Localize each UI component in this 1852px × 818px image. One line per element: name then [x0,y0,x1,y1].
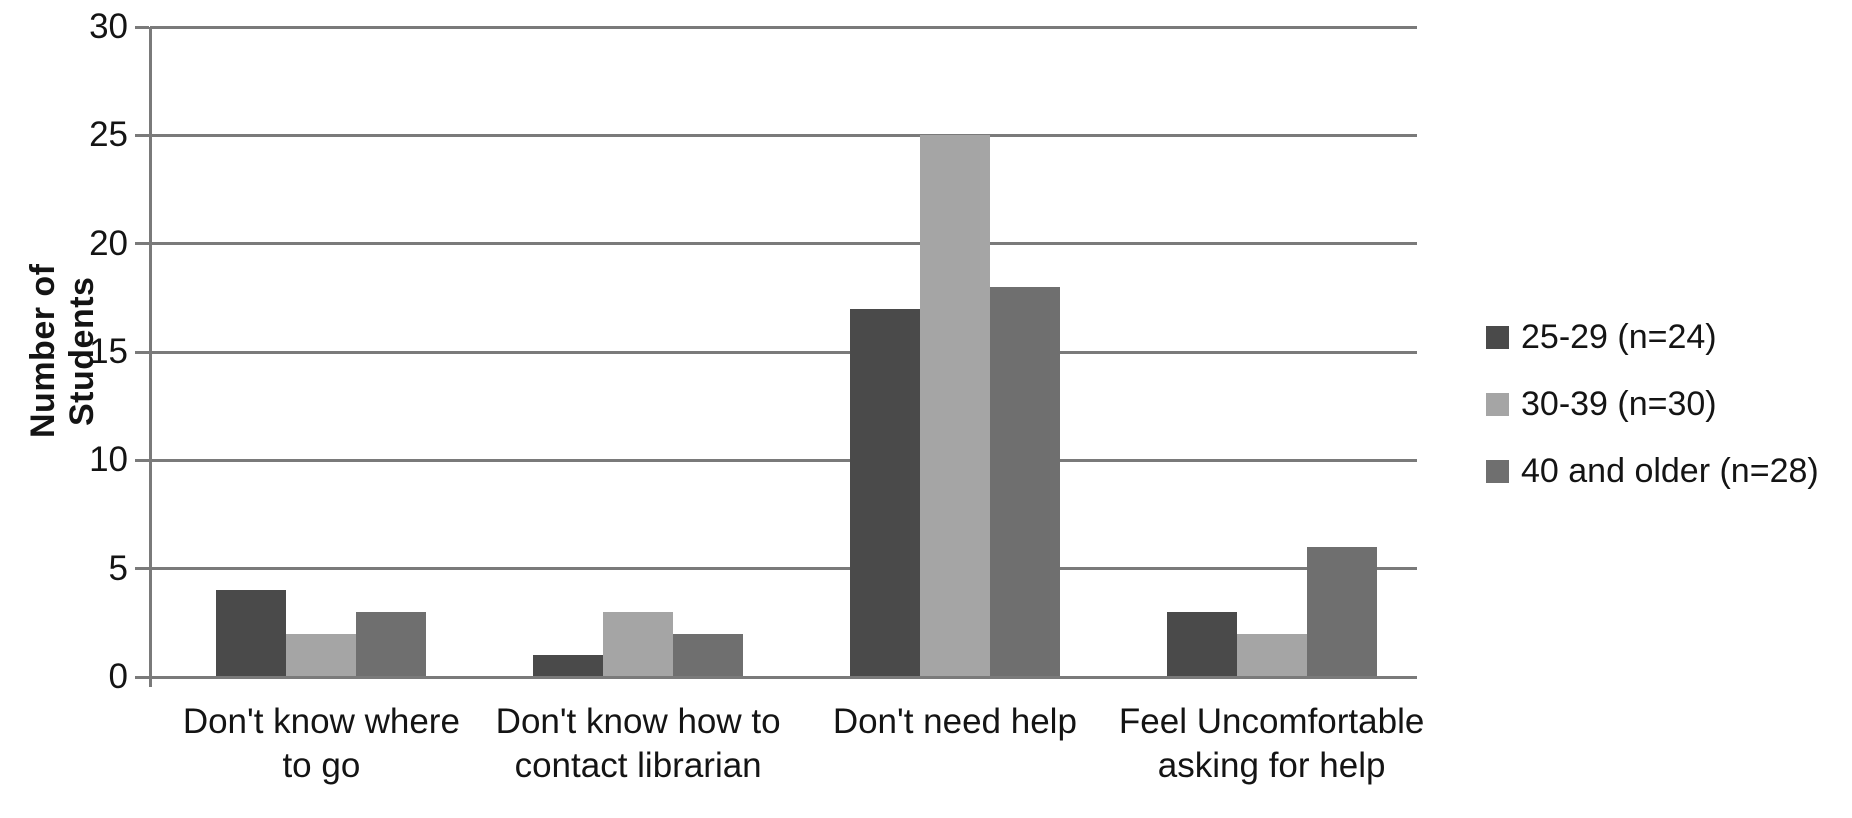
gridline [150,133,1417,137]
y-tick-label: 5 [108,548,128,588]
bar-series2-cat1 [286,633,357,677]
y-tick-mark [135,242,149,246]
y-tick-label: 0 [108,657,128,696]
y-tick-label: 20 [89,223,128,263]
x-category-label: Feel Uncomfortable asking for help [1118,702,1425,785]
legend-label: 30-39 (n=30) [1521,384,1717,423]
legend-item: 30-39 (n=30) [1486,385,1717,423]
legend-item: 40 and older (n=28) [1486,452,1819,490]
bar-series1-cat1 [216,590,287,677]
legend-color-swatch [1486,392,1509,416]
bar-series3-cat3 [989,287,1060,677]
y-axis-line [148,27,152,687]
bar-series3-cat1 [356,612,427,677]
gridline [150,25,1417,29]
x-category-label: Don't know how to contact librarian [495,702,781,785]
gridline [150,350,1417,354]
bar-series1-cat2 [533,655,604,677]
legend-item: 25-29 (n=24) [1486,318,1717,356]
legend-color-swatch [1486,325,1509,349]
bar-series1-cat3 [849,308,920,677]
y-tick-label: 15 [89,332,128,371]
gridline [150,567,1417,571]
legend-label: 25-29 (n=24) [1521,317,1717,356]
x-category-label: Don't need help [832,702,1077,741]
bar-series1-cat4 [1166,612,1237,677]
gridline [150,242,1417,246]
bar-series3-cat4 [1306,547,1377,677]
y-tick-mark [135,675,149,679]
y-tick-mark [135,350,149,354]
bar-series2-cat3 [919,135,990,677]
y-tick-label: 10 [89,440,128,480]
legend-label: 40 and older (n=28) [1521,451,1819,490]
gridline [150,458,1417,462]
bar-series3-cat2 [673,633,744,677]
y-tick-label: 25 [89,115,128,155]
x-category-label: Don't know where to go [182,702,460,785]
y-tick-mark [135,25,149,29]
y-tick-mark [135,133,149,137]
bar-series2-cat4 [1236,633,1307,677]
y-tick-mark [135,567,149,571]
x-axis-line [150,675,1417,679]
legend-color-swatch [1486,459,1509,483]
y-tick-label: 30 [89,7,128,46]
y-tick-mark [135,458,149,462]
bar-series2-cat2 [603,612,674,677]
